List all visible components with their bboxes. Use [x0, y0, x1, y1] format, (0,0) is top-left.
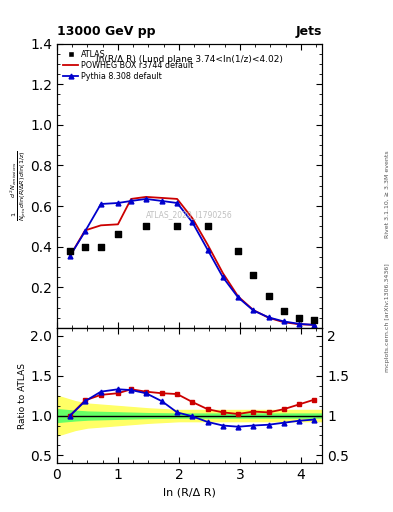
Point — [265, 292, 272, 301]
Point — [82, 243, 88, 251]
Y-axis label: $\frac{1}{N_{jets}}\frac{d^2 N_{emissions}}{d\ln(R/\Delta R)\,d\ln(1/z)}$: $\frac{1}{N_{jets}}\frac{d^2 N_{emission… — [8, 150, 29, 221]
Text: ln(R/Δ R) (Lund plane 3.74<ln(1/z)<4.02): ln(R/Δ R) (Lund plane 3.74<ln(1/z)<4.02) — [96, 55, 283, 64]
Point — [204, 222, 211, 230]
Text: mcplots.cern.ch [arXiv:1306.3436]: mcplots.cern.ch [arXiv:1306.3436] — [385, 263, 389, 372]
Text: ATLAS_2020_I1790256: ATLAS_2020_I1790256 — [146, 210, 233, 219]
Text: 13000 GeV pp: 13000 GeV pp — [57, 25, 156, 38]
Point — [296, 314, 302, 322]
Point — [98, 243, 104, 251]
Text: Rivet 3.1.10, ≥ 3.3M events: Rivet 3.1.10, ≥ 3.3M events — [385, 151, 389, 239]
Point — [115, 230, 121, 239]
Point — [281, 307, 287, 315]
Point — [235, 247, 241, 255]
Point — [67, 247, 73, 255]
X-axis label: ln (R/Δ R): ln (R/Δ R) — [163, 488, 216, 498]
Legend: ATLAS, POWHEG BOX r3744 default, Pythia 8.308 default: ATLAS, POWHEG BOX r3744 default, Pythia … — [61, 48, 196, 83]
Point — [311, 316, 318, 324]
Point — [143, 222, 149, 230]
Point — [174, 222, 180, 230]
Y-axis label: Ratio to ATLAS: Ratio to ATLAS — [18, 362, 28, 429]
Text: Jets: Jets — [296, 25, 322, 38]
Point — [250, 271, 257, 279]
